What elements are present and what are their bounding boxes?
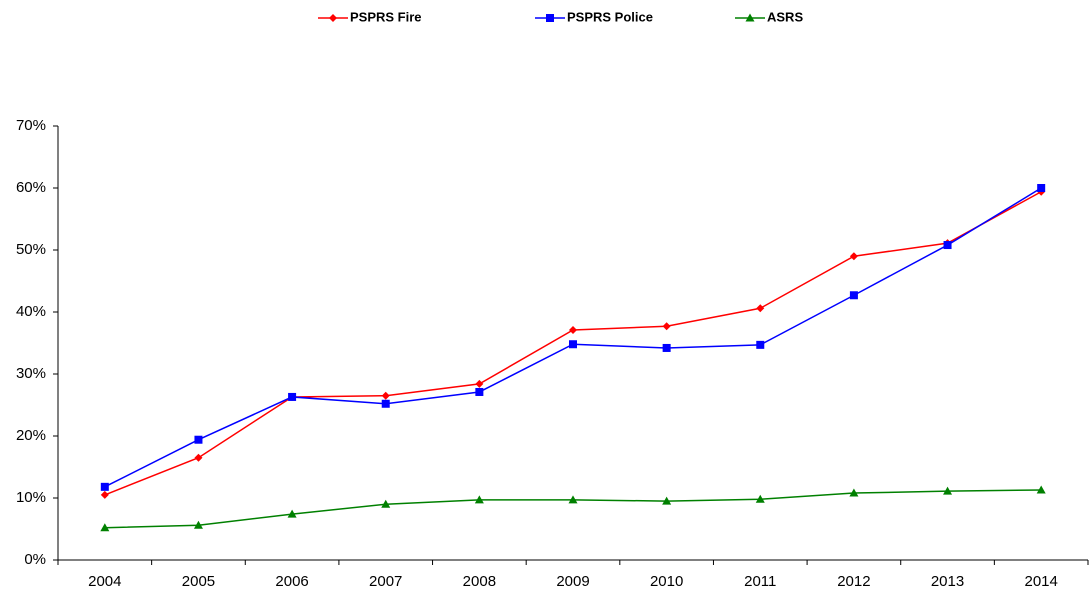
x-tick-label: 2010 bbox=[650, 573, 683, 590]
marker bbox=[662, 343, 671, 352]
y-tick-label: 10% bbox=[16, 489, 46, 506]
marker bbox=[745, 13, 755, 22]
marker bbox=[475, 387, 484, 396]
legend-label: ASRS bbox=[767, 9, 803, 24]
legend-label: PSPRS Police bbox=[567, 9, 653, 24]
marker bbox=[381, 399, 390, 408]
marker bbox=[475, 379, 484, 388]
marker bbox=[943, 486, 953, 495]
marker bbox=[849, 252, 858, 261]
y-tick-label: 0% bbox=[24, 551, 46, 568]
marker bbox=[755, 494, 765, 503]
y-tick-label: 40% bbox=[16, 303, 46, 320]
marker bbox=[100, 482, 109, 491]
x-tick-label: 2004 bbox=[88, 573, 121, 590]
marker bbox=[287, 509, 297, 518]
marker bbox=[194, 435, 203, 444]
y-tick-label: 20% bbox=[16, 427, 46, 444]
marker bbox=[381, 391, 390, 400]
x-tick-label: 2008 bbox=[463, 573, 496, 590]
y-tick-label: 60% bbox=[16, 179, 46, 196]
x-tick-label: 2007 bbox=[369, 573, 402, 590]
marker bbox=[381, 499, 391, 508]
x-tick-label: 2011 bbox=[744, 573, 776, 590]
marker bbox=[194, 453, 203, 462]
marker bbox=[662, 322, 671, 331]
x-tick-label: 2014 bbox=[1024, 573, 1057, 590]
legend-label: PSPRS Fire bbox=[350, 9, 422, 24]
marker bbox=[288, 392, 297, 401]
marker bbox=[756, 304, 765, 313]
marker bbox=[569, 340, 577, 349]
marker bbox=[329, 14, 337, 22]
marker bbox=[568, 495, 578, 504]
marker bbox=[756, 340, 765, 349]
x-tick-label: 2005 bbox=[182, 573, 215, 590]
marker bbox=[474, 495, 484, 504]
marker bbox=[849, 291, 858, 300]
marker bbox=[193, 520, 203, 529]
marker bbox=[100, 523, 110, 532]
marker bbox=[100, 490, 109, 499]
x-tick-label: 2009 bbox=[556, 573, 589, 590]
marker bbox=[546, 14, 554, 22]
x-tick-label: 2006 bbox=[275, 573, 308, 590]
y-tick-label: 30% bbox=[16, 365, 46, 382]
marker bbox=[662, 496, 672, 505]
marker bbox=[1036, 485, 1046, 494]
marker bbox=[849, 488, 859, 497]
marker bbox=[943, 241, 952, 250]
y-tick-label: 70% bbox=[16, 117, 46, 134]
y-tick-label: 50% bbox=[16, 241, 46, 258]
x-tick-label: 2012 bbox=[837, 573, 870, 590]
marker bbox=[569, 325, 577, 334]
marker bbox=[1037, 184, 1046, 192]
x-tick-label: 2013 bbox=[931, 573, 964, 590]
series-line bbox=[104, 187, 1042, 488]
